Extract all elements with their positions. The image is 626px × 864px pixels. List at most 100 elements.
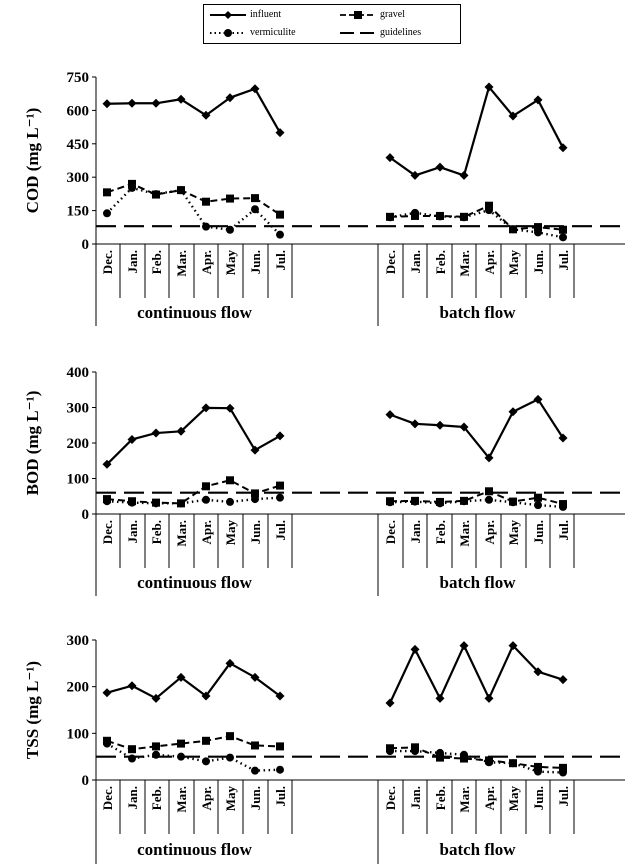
series-line-influent-batch <box>389 85 564 177</box>
group-label-batch-flow: batch flow <box>439 573 516 592</box>
series-line-influent-continuous <box>106 87 281 134</box>
data-point-gravel <box>202 197 210 206</box>
data-point-gravel <box>152 742 160 751</box>
data-point-gravel <box>411 496 419 505</box>
x-tick-label: Jun. <box>531 520 546 544</box>
data-point-gravel <box>386 744 394 753</box>
data-point-gravel <box>103 736 111 745</box>
data-point-vermiculite <box>177 752 185 761</box>
data-point-gravel <box>534 223 542 232</box>
data-point-influent <box>250 672 260 682</box>
data-point-influent <box>151 693 161 703</box>
data-point-vermiculite <box>202 222 210 231</box>
series-line-vermiculite-batch <box>390 749 564 774</box>
x-tick-label: Jan. <box>408 786 423 809</box>
series-line-gravel-continuous <box>106 182 281 216</box>
x-tick-label: Jul. <box>556 786 571 807</box>
x-tick-label: Jul. <box>273 250 288 271</box>
x-tick-label: May <box>223 786 238 812</box>
data-point-influent <box>533 394 543 404</box>
x-tick-label: Jan. <box>125 520 140 543</box>
x-tick-label: Mar. <box>174 786 189 813</box>
group-label-batch-flow: batch flow <box>439 303 516 322</box>
x-tick-label: Jan. <box>408 250 423 273</box>
data-point-gravel <box>276 210 284 219</box>
data-point-influent <box>558 675 568 685</box>
series-line-gravel-continuous <box>106 735 281 751</box>
y-tick-label: 300 <box>67 401 90 417</box>
data-point-influent <box>275 128 285 138</box>
x-tick-label: Feb. <box>149 520 164 544</box>
data-point-vermiculite <box>202 495 210 504</box>
data-point-gravel <box>436 211 444 220</box>
group-label-batch-flow: batch flow <box>439 840 516 859</box>
data-point-influent <box>201 110 211 120</box>
data-point-influent <box>385 698 395 708</box>
data-point-influent <box>250 445 260 455</box>
x-tick-label: Jun. <box>248 786 263 810</box>
data-point-influent <box>127 98 137 108</box>
y-tick-label: 150 <box>67 204 90 220</box>
data-point-gravel <box>559 225 567 234</box>
data-point-influent <box>558 433 568 443</box>
x-tick-label: Dec. <box>383 520 398 544</box>
legend-label-gravel: gravel <box>380 9 405 20</box>
data-point-vermiculite <box>251 205 259 214</box>
data-point-influent <box>127 681 137 691</box>
data-point-gravel <box>276 742 284 751</box>
data-point-influent <box>459 422 469 432</box>
data-point-influent <box>410 170 420 180</box>
data-point-influent <box>484 693 494 703</box>
data-point-influent <box>151 98 161 108</box>
data-point-influent <box>459 641 469 651</box>
data-point-gravel <box>559 763 567 772</box>
data-point-gravel <box>276 481 284 490</box>
group-label-continuous-flow: continuous flow <box>137 573 252 592</box>
data-point-influent <box>225 93 235 103</box>
data-point-gravel <box>152 190 160 199</box>
x-tick-label: May <box>506 250 521 276</box>
y-axis-label: COD (mg L⁻¹) <box>23 108 42 214</box>
data-point-influent <box>385 410 395 420</box>
series-line-influent-continuous <box>106 662 281 700</box>
data-point-gravel <box>436 753 444 762</box>
x-tick-label: May <box>223 520 238 546</box>
series-line-gravel-batch <box>389 746 564 769</box>
data-point-influent <box>508 407 518 417</box>
data-point-gravel <box>559 500 567 509</box>
data-point-influent <box>102 459 112 469</box>
x-tick-label: Jun. <box>248 520 263 544</box>
data-point-gravel <box>128 179 136 188</box>
series-line-influent-batch <box>389 644 564 704</box>
data-point-gravel <box>509 225 517 234</box>
data-point-influent <box>225 658 235 668</box>
y-tick-label: 100 <box>67 472 90 488</box>
data-point-influent <box>508 641 518 651</box>
data-point-gravel <box>411 211 419 220</box>
data-point-influent <box>410 644 420 654</box>
data-point-vermiculite <box>534 501 542 510</box>
data-point-gravel <box>226 732 234 741</box>
data-point-gravel <box>386 497 394 506</box>
x-tick-label: Jan. <box>125 786 140 809</box>
data-point-gravel <box>509 759 517 768</box>
data-point-influent <box>484 82 494 92</box>
x-tick-label: Jul. <box>556 250 571 271</box>
y-tick-label: 400 <box>67 365 90 381</box>
x-tick-label: Jun. <box>531 250 546 274</box>
y-tick-label: 0 <box>82 773 90 789</box>
x-tick-label: Apr. <box>482 520 497 544</box>
y-axis-label: BOD (mg L⁻¹) <box>23 391 42 496</box>
data-point-gravel <box>103 188 111 197</box>
data-point-vermiculite <box>103 209 111 218</box>
data-point-gravel <box>128 745 136 754</box>
data-point-influent <box>225 403 235 413</box>
data-point-influent <box>102 99 112 109</box>
data-point-influent <box>151 428 161 438</box>
legend-label-guidelines: guidelines <box>380 27 422 38</box>
group-label-continuous-flow: continuous flow <box>137 303 252 322</box>
data-point-influent <box>435 420 445 430</box>
data-point-vermiculite <box>485 495 493 504</box>
x-tick-label: Feb. <box>433 520 448 544</box>
series-line-vermiculite-continuous <box>106 186 281 236</box>
